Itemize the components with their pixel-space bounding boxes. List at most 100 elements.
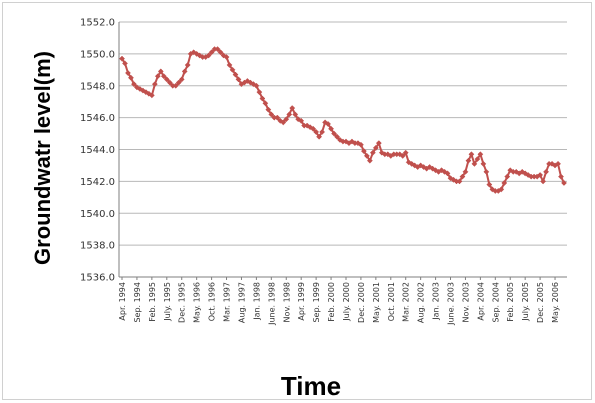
data-point xyxy=(157,68,164,75)
data-point xyxy=(432,167,439,174)
x-tick-label: Jan. 2003 xyxy=(432,282,441,321)
data-point xyxy=(247,79,254,86)
x-tick-label: Oct. 2001 xyxy=(387,282,396,321)
data-point xyxy=(522,170,529,177)
data-point xyxy=(537,172,544,178)
data-point xyxy=(166,79,173,86)
data-point xyxy=(456,178,463,185)
data-point xyxy=(331,130,337,137)
data-point xyxy=(474,156,481,163)
x-tick-label: Oct. 1996 xyxy=(208,282,217,321)
data-point xyxy=(337,136,343,143)
data-point xyxy=(328,125,335,132)
data-point xyxy=(459,173,466,180)
data-point xyxy=(283,116,290,123)
data-point xyxy=(136,85,143,92)
x-tick-label: Apr. 1994 xyxy=(118,282,127,321)
data-point xyxy=(310,125,317,132)
data-point xyxy=(289,105,296,112)
data-point xyxy=(555,160,561,167)
data-point xyxy=(128,74,134,81)
data-point xyxy=(465,157,472,164)
data-point xyxy=(130,81,137,88)
data-point xyxy=(360,148,367,155)
x-tick-label: June. 2003 xyxy=(447,282,456,326)
data-point xyxy=(142,89,149,96)
data-point xyxy=(558,173,564,180)
data-point xyxy=(175,79,182,86)
data-point xyxy=(498,186,505,193)
y-tick-label: 1546.0 xyxy=(80,113,115,124)
data-point xyxy=(253,82,260,89)
data-point xyxy=(441,168,448,175)
y-tick-label: 1538.0 xyxy=(80,241,115,252)
data-point xyxy=(268,111,275,118)
x-tick-label: Dec. 2000 xyxy=(357,282,366,323)
chart-frame xyxy=(2,2,592,400)
data-point xyxy=(447,175,454,182)
x-tick-label: Jan. 1998 xyxy=(252,282,261,321)
data-point xyxy=(229,66,236,73)
y-tick-label: 1544.0 xyxy=(80,145,115,156)
y-tick-label: 1548.0 xyxy=(80,81,115,92)
data-point xyxy=(483,168,490,175)
data-point xyxy=(343,138,349,145)
data-point xyxy=(316,133,323,140)
x-tick-label: May. 1996 xyxy=(193,282,202,323)
data-point xyxy=(319,129,326,135)
data-point xyxy=(181,68,188,75)
data-point xyxy=(223,54,230,61)
data-point xyxy=(402,149,409,156)
data-point xyxy=(372,144,379,151)
y-tick-label: 1540.0 xyxy=(80,209,115,220)
data-point xyxy=(408,160,415,167)
x-tick-label: Nov. 1998 xyxy=(282,282,291,322)
x-tick-label: Aug. 1997 xyxy=(237,282,246,323)
data-point xyxy=(543,168,550,175)
data-point xyxy=(298,117,305,124)
data-point xyxy=(313,129,320,135)
data-point xyxy=(399,152,406,159)
data-point xyxy=(366,157,373,164)
data-point xyxy=(334,133,340,140)
x-axis-title: Time xyxy=(281,371,341,401)
x-tick-label: July. 2005 xyxy=(521,282,530,322)
x-tick-label: Sep. 1999 xyxy=(312,282,321,323)
y-tick-labels: 1536.0 1538.0 1540.0 1542.0 1544.0 1546.0 1548… xyxy=(80,18,115,284)
data-point xyxy=(286,111,293,118)
data-point xyxy=(184,62,191,68)
data-point xyxy=(292,111,299,118)
data-point xyxy=(226,62,233,68)
data-point xyxy=(477,151,484,158)
x-tick-label: May. 2001 xyxy=(372,282,381,323)
data-point xyxy=(307,124,314,131)
x-tick-label: Dec. 2005 xyxy=(536,282,545,323)
data-point xyxy=(154,73,161,80)
data-point xyxy=(501,180,508,186)
data-point xyxy=(471,160,478,167)
data-point xyxy=(208,49,215,56)
x-tick-label: Aug. 2002 xyxy=(417,282,426,323)
y-tick-label: 1550.0 xyxy=(80,49,115,60)
data-point xyxy=(125,70,131,76)
data-point xyxy=(363,152,370,159)
x-tick-label: Apr. 2004 xyxy=(476,282,485,321)
x-tick-label: Feb. 2005 xyxy=(506,282,515,322)
y-axis-title: Groundwatr level(m) xyxy=(30,51,55,265)
data-point xyxy=(262,100,269,107)
data-point xyxy=(417,162,424,169)
data-point xyxy=(540,178,547,185)
data-point xyxy=(256,89,263,96)
data-point xyxy=(369,149,376,156)
data-point xyxy=(468,151,475,158)
data-point xyxy=(119,55,125,62)
x-tick-label: Mar. 1997 xyxy=(223,282,232,322)
data-point xyxy=(426,164,433,170)
data-point xyxy=(145,90,152,97)
data-point xyxy=(277,117,284,124)
data-point xyxy=(513,168,520,175)
data-point xyxy=(480,160,487,167)
x-tick-label: June. 1998 xyxy=(267,282,276,326)
data-point xyxy=(172,82,179,89)
